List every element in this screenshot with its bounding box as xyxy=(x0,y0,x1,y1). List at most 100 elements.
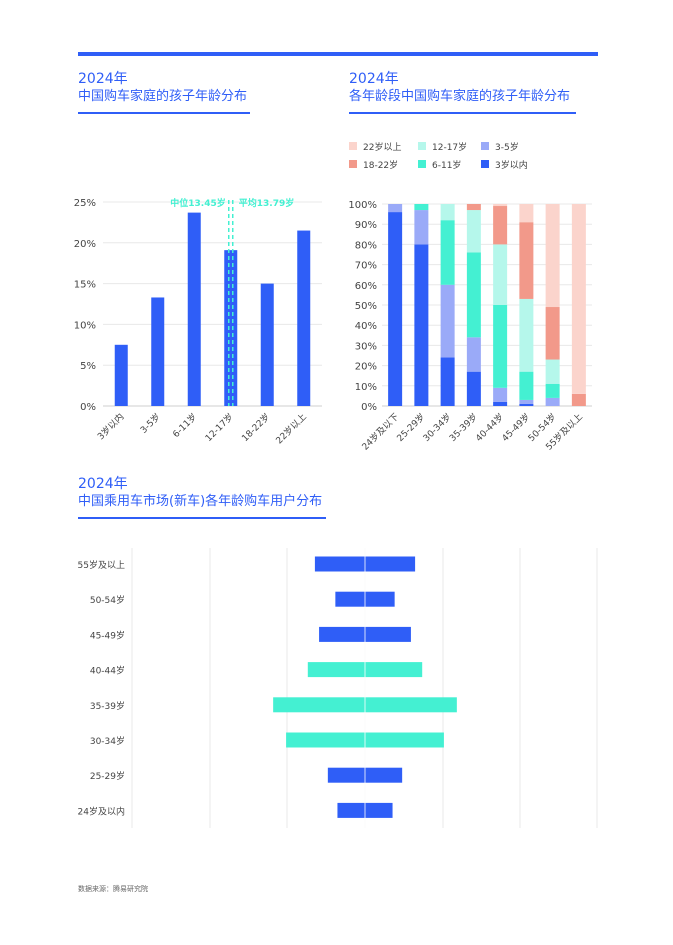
stacked-segment xyxy=(493,206,508,245)
top-accent-bar xyxy=(78,52,598,56)
chart2-title: 各年龄段中国购车家庭的孩子年龄分布 xyxy=(349,89,571,104)
stacked-segment xyxy=(440,284,455,358)
stacked-segment xyxy=(440,204,455,221)
legend-label: 3-5岁 xyxy=(495,141,519,153)
legend-swatch xyxy=(481,160,489,168)
y-tick-label: 80% xyxy=(355,240,377,251)
y-tick-label: 70% xyxy=(355,261,377,272)
x-tick-label: 22岁以上 xyxy=(273,411,309,447)
y-category-label: 35-39岁 xyxy=(90,700,125,712)
stacked-segment xyxy=(519,298,534,372)
stacked-segment xyxy=(519,371,534,400)
stacked-segment xyxy=(440,357,455,406)
y-tick-label: 0% xyxy=(80,402,96,413)
legend-label: 22岁以上 xyxy=(363,141,401,153)
chart1-underline xyxy=(78,112,250,114)
child-age-bar-chart: 0% 5% 10% 15% 20% 25% 3岁以内 3-5岁 6-11岁 12-17岁 18-22… xyxy=(74,197,322,447)
stacked-segment xyxy=(493,401,508,406)
stacked-segment xyxy=(466,210,481,253)
legend-swatch xyxy=(349,142,357,150)
y-tick-label: 5% xyxy=(80,361,96,372)
y-tick-label: 50% xyxy=(355,301,377,312)
chart1-header: 2024年 中国购车家庭的孩子年龄分布 xyxy=(78,70,250,114)
stacked-segment xyxy=(545,397,560,406)
stacked-segment xyxy=(545,359,560,384)
bar xyxy=(187,212,201,406)
bar xyxy=(297,230,311,406)
bar xyxy=(151,297,165,406)
data-source: 数据来源：腾易研究院 xyxy=(78,885,148,893)
y-tick-label: 40% xyxy=(355,321,377,332)
chart1-year: 2024年 xyxy=(78,71,128,87)
y-tick-label: 10% xyxy=(74,320,96,331)
legend-swatch xyxy=(418,160,426,168)
stacked-segment xyxy=(519,204,534,223)
chart2-underline xyxy=(349,112,576,114)
bar xyxy=(260,283,274,406)
y-tick-label: 100% xyxy=(348,200,377,211)
y-tick-label: 25% xyxy=(74,198,96,209)
x-tick-label: 3-5岁 xyxy=(138,411,163,436)
stacked-segment xyxy=(466,204,481,211)
stacked-segment xyxy=(414,204,429,211)
chart3-year: 2024年 xyxy=(78,476,128,492)
y-tick-label: 30% xyxy=(355,341,377,352)
legend-label: 18-22岁 xyxy=(363,159,398,171)
stacked-segment xyxy=(414,210,429,245)
stacked-segment xyxy=(545,307,560,360)
y-category-label: 40-44岁 xyxy=(90,665,125,677)
stacked-segment xyxy=(466,252,481,338)
y-tick-label: 0% xyxy=(361,402,377,413)
stacked-segment xyxy=(466,371,481,406)
mean-annotation: 平均13.79岁 xyxy=(239,197,294,209)
chart3-header: 2024年 中国乘用车市场(新车)各年龄购车用户分布 xyxy=(78,475,326,519)
stacked-segment xyxy=(519,222,534,299)
stacked-segment xyxy=(414,244,429,406)
y-category-label: 24岁及以内 xyxy=(78,805,125,817)
median-annotation: 中位13.45岁 xyxy=(170,197,225,209)
chart3-title: 中国乘用车市场(新车)各年龄购车用户分布 xyxy=(78,494,323,509)
stacked-segment xyxy=(388,204,403,213)
y-category-label: 55岁及以上 xyxy=(78,559,125,571)
stacked-segment xyxy=(571,393,586,406)
stacked-age-bar-chart: 22岁以上 12-17岁 3-5岁 18-22岁 6-11岁 3岁以内 0% 10% 20% 30… xyxy=(348,141,592,453)
x-tick-label: 6-11岁 xyxy=(170,411,199,440)
stacked-segment xyxy=(440,220,455,285)
buyer-age-butterfly-chart: 55岁及以上 50-54岁 45-49岁 40-44岁 35-39岁 30-34岁 25-2… xyxy=(78,548,598,828)
stacked-segment xyxy=(519,399,534,404)
y-category-label: 45-49岁 xyxy=(90,629,125,641)
y-category-label: 50-54岁 xyxy=(90,594,125,606)
bar xyxy=(224,250,238,406)
legend-swatch xyxy=(481,142,489,150)
y-tick-label: 15% xyxy=(74,280,96,291)
y-tick-label: 20% xyxy=(355,362,377,373)
stacked-segment xyxy=(545,204,560,308)
stacked-segment xyxy=(571,204,586,394)
chart3-underline xyxy=(78,517,326,519)
stacked-segment xyxy=(493,387,508,402)
legend-swatch xyxy=(418,142,426,150)
x-tick-label: 24岁及以下 xyxy=(359,411,401,453)
stacked-segment xyxy=(493,244,508,305)
bar xyxy=(114,344,128,406)
y-tick-label: 60% xyxy=(355,281,377,292)
legend-label: 12-17岁 xyxy=(432,141,467,153)
stacked-segment xyxy=(545,383,560,398)
stacked-segment xyxy=(493,204,508,207)
x-tick-label: 12-17岁 xyxy=(203,411,236,444)
y-tick-label: 20% xyxy=(74,239,96,250)
y-category-label: 25-29岁 xyxy=(90,770,125,782)
y-category-label: 30-34岁 xyxy=(90,735,125,747)
legend-swatch xyxy=(349,160,357,168)
y-tick-label: 90% xyxy=(355,220,377,231)
stacked-segment xyxy=(519,403,534,406)
legend-label: 6-11岁 xyxy=(432,159,461,171)
x-tick-label: 18-22岁 xyxy=(239,411,272,444)
chart2-header: 2024年 各年龄段中国购车家庭的孩子年龄分布 xyxy=(349,70,576,114)
legend-label: 3岁以内 xyxy=(495,159,528,171)
x-tick-label: 3岁以内 xyxy=(95,411,127,443)
chart1-title: 中国购车家庭的孩子年龄分布 xyxy=(78,89,248,104)
chart2-year: 2024年 xyxy=(349,71,399,87)
stacked-segment xyxy=(493,305,508,388)
y-tick-label: 10% xyxy=(355,382,377,393)
